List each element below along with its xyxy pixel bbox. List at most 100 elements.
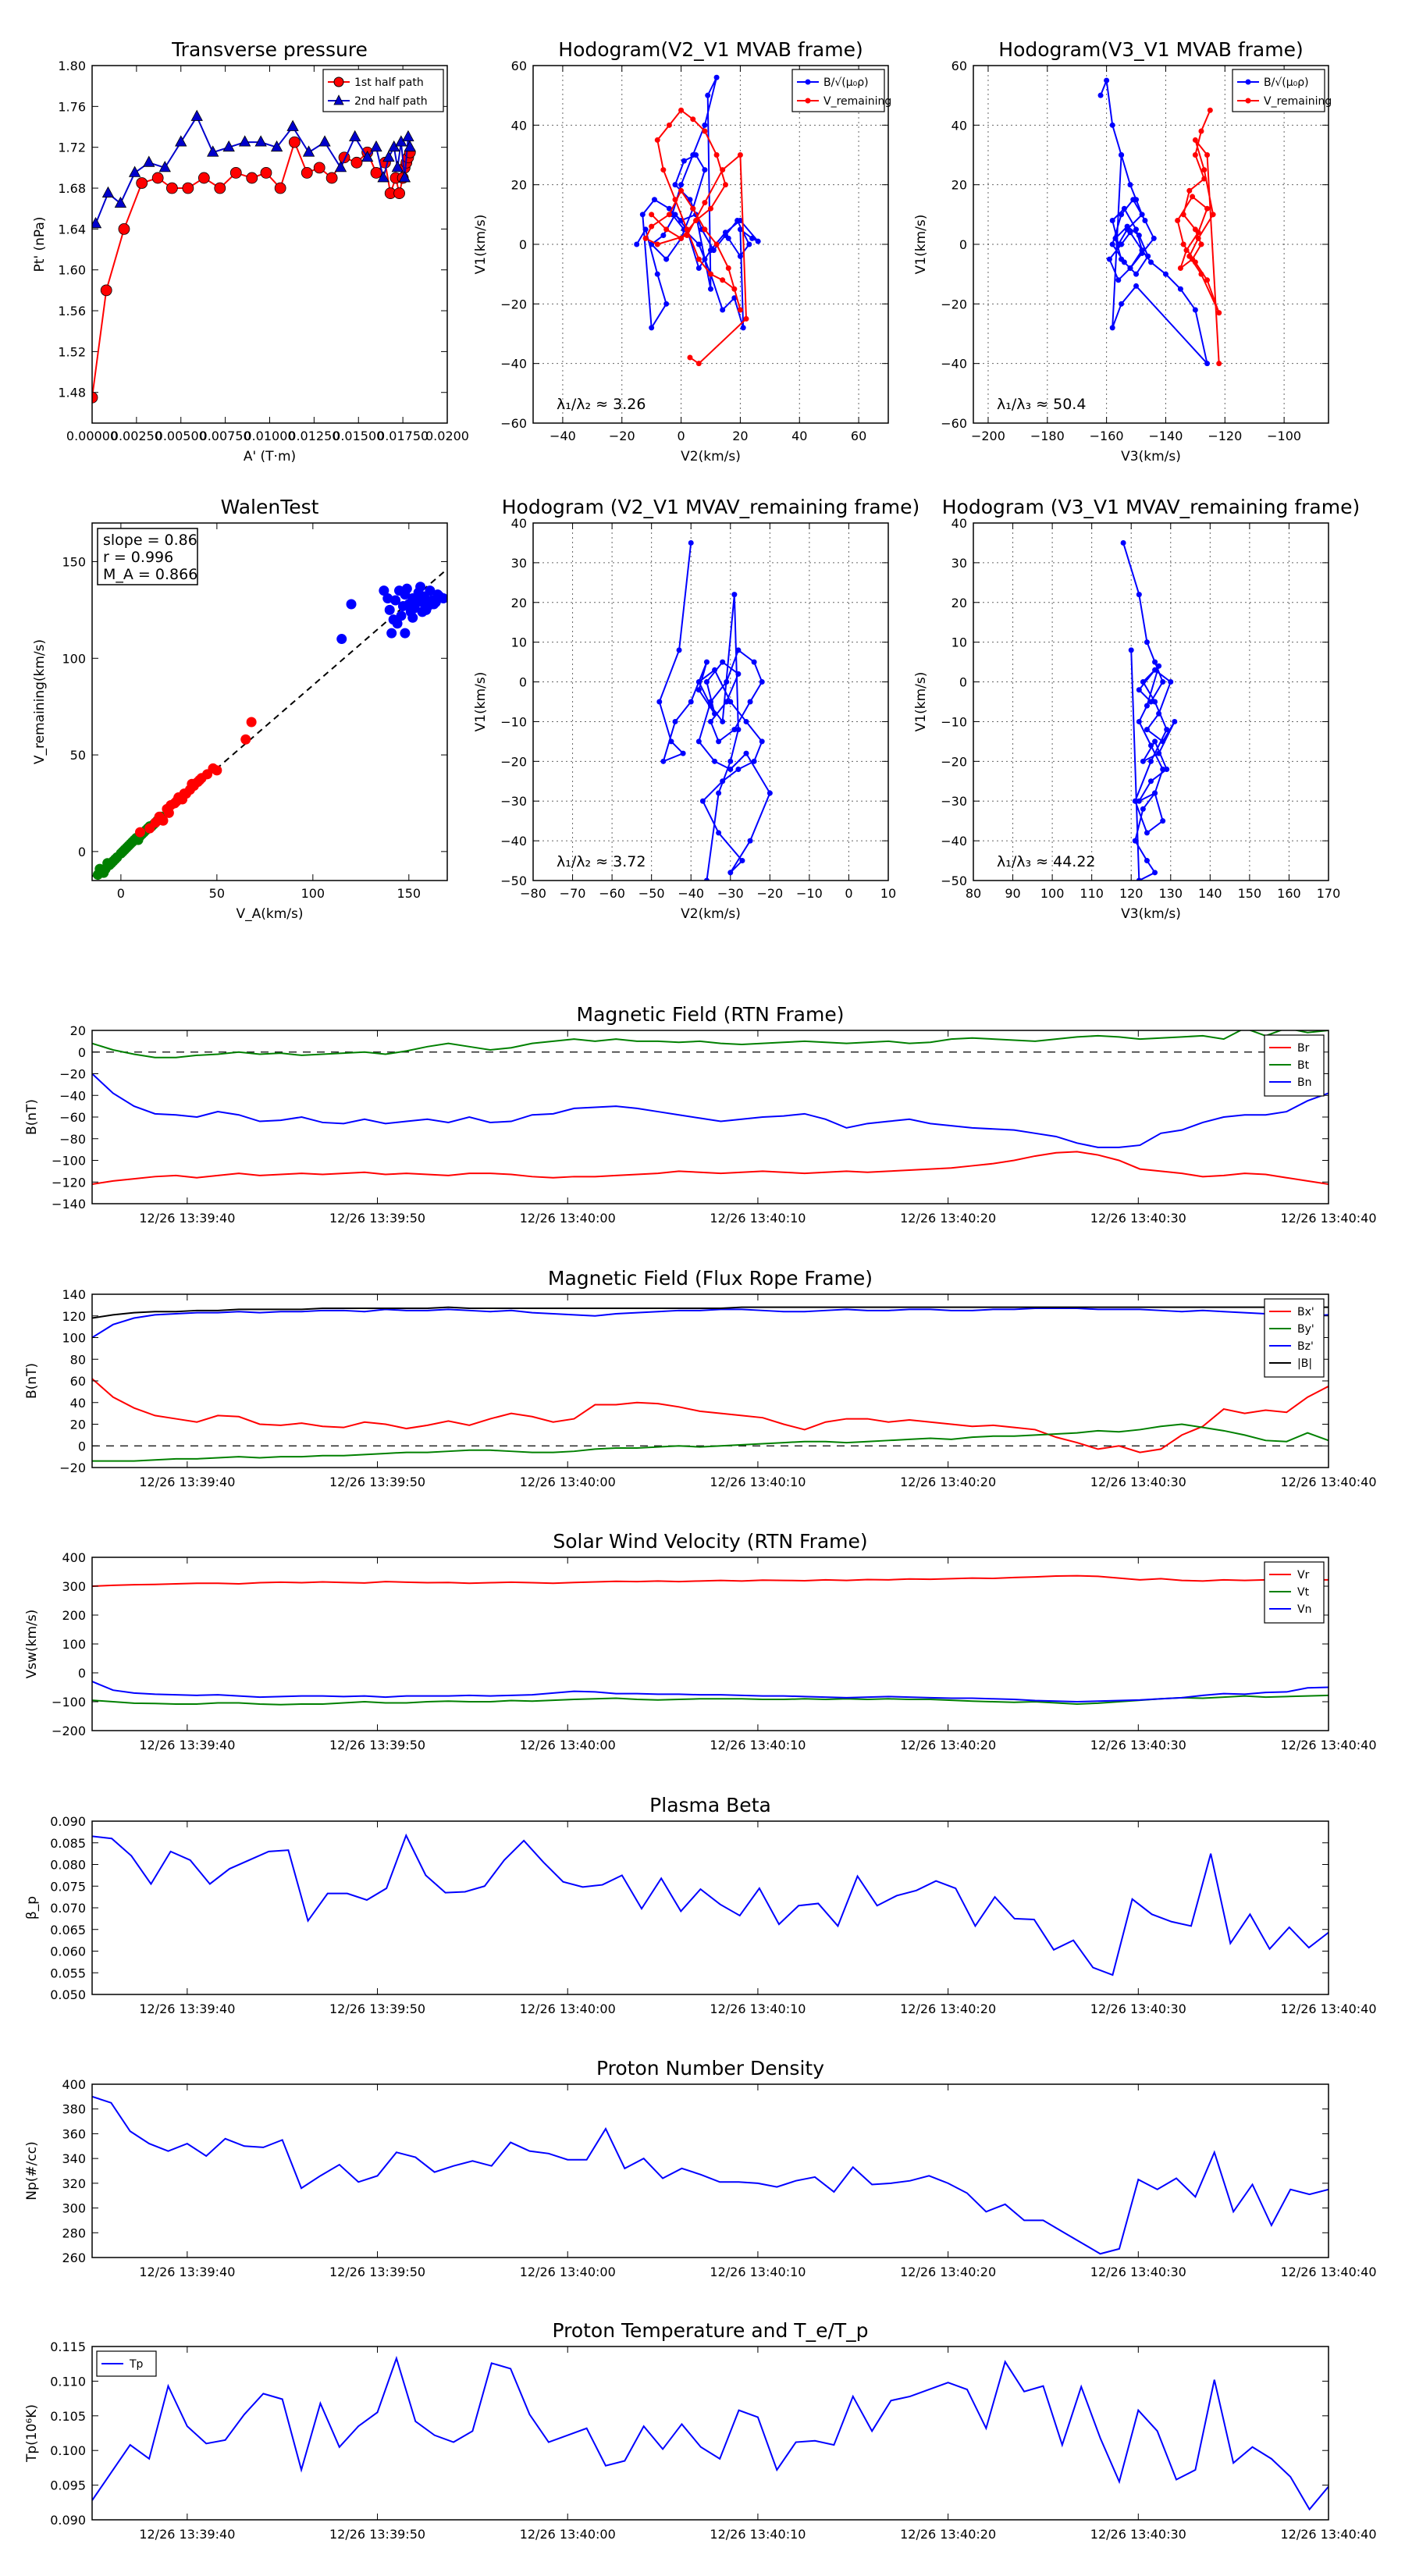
mag_rtn-legend-label: Br: [1297, 1042, 1310, 1055]
tp-legend-label: 2nd half path: [354, 95, 428, 108]
h1-point: [695, 256, 702, 262]
h3-point: [720, 659, 726, 665]
vsw-ytick-label: −100: [52, 1695, 86, 1710]
mag_rtn-xtick-label: 12/26 13:40:20: [900, 1211, 996, 1226]
tp_temp-xtick-label: 12/26 13:40:30: [1090, 2527, 1186, 2542]
vsw-xtick-label: 12/26 13:40:40: [1280, 1738, 1376, 1752]
h3-point: [695, 687, 702, 693]
vsw-series-vr: [92, 1574, 1329, 1587]
np-ytick-label: 320: [62, 2176, 86, 2191]
tp_temp-ytick-label: 0.115: [50, 2339, 86, 2354]
h4-ylabel: V1(km/s): [913, 672, 929, 732]
walen-point: [384, 604, 395, 615]
h2-point: [1204, 152, 1211, 158]
h1-point: [737, 253, 743, 259]
h1-point: [731, 286, 738, 292]
walen-xtick-label: 150: [397, 886, 422, 901]
h4-xtick-label: 170: [1317, 886, 1341, 901]
h1-point: [654, 241, 660, 247]
h4-point: [1148, 699, 1154, 705]
h2-legend-label: V_remaining: [1264, 95, 1332, 108]
h2-legend-marker: [1245, 79, 1251, 85]
tp-ytick-label: 1.68: [58, 181, 86, 196]
h1-xtick-label: 60: [851, 429, 866, 443]
tp-point: [377, 171, 389, 183]
h1-point: [649, 325, 655, 331]
h2-point: [1186, 187, 1193, 194]
h4-point: [1152, 738, 1158, 745]
tp_temp-xtick-label: 12/26 13:40:00: [520, 2527, 616, 2542]
tp-point: [118, 222, 130, 235]
h2-point: [1133, 226, 1140, 233]
h3-point: [743, 750, 749, 756]
h4-point: [1136, 592, 1142, 598]
mag_fr-legend-label: Bz': [1297, 1340, 1314, 1353]
h1-point: [735, 217, 741, 223]
h2-point: [1121, 259, 1127, 265]
h3-ytick-label: −40: [500, 834, 527, 849]
h3-point: [720, 718, 726, 724]
tp-point: [393, 187, 405, 199]
h3-ratio-annotation: λ₁/λ₂ ≈ 3.72: [557, 853, 646, 870]
h2-point: [1207, 107, 1213, 113]
vsw-legend-label: Vr: [1297, 1569, 1310, 1582]
beta-ytick-label: 0.065: [50, 1923, 86, 1937]
h1-point: [702, 122, 708, 128]
tp-point: [207, 145, 219, 157]
np-xtick-label: 12/26 13:40:00: [520, 2265, 616, 2279]
walen-ytick-label: 150: [62, 555, 86, 570]
h2-point: [1201, 176, 1208, 182]
h1-point: [672, 182, 678, 188]
h4-xtick-label: 160: [1277, 886, 1301, 901]
beta-xtick-label: 12/26 13:40:20: [900, 2001, 996, 2016]
mag_rtn-xtick-label: 12/26 13:40:00: [520, 1211, 616, 1226]
mag_fr-series-|b|: [92, 1306, 1329, 1319]
h2-ytick-label: 60: [951, 59, 967, 73]
mag_fr-ytick-label: 140: [62, 1287, 86, 1302]
h3-point: [699, 798, 706, 804]
h2-xlabel: V3(km/s): [1121, 449, 1181, 464]
h2-point: [1195, 235, 1201, 241]
h3-point: [743, 718, 749, 724]
h3-point: [739, 858, 745, 864]
tp-point: [151, 172, 164, 184]
h4-ytick-label: 0: [959, 675, 967, 690]
tp-point: [136, 177, 148, 189]
walen-point: [171, 795, 182, 806]
h1-legend-marker: [805, 79, 811, 85]
mag_fr-axes-frame: [91, 1293, 1329, 1468]
h3-point: [727, 870, 734, 876]
tp-point: [301, 166, 313, 179]
h1-ytick-label: 40: [511, 118, 527, 133]
h4-point: [1144, 703, 1150, 709]
h3-ylabel: V1(km/s): [473, 672, 489, 732]
mag_fr-xtick-label: 12/26 13:40:40: [1280, 1475, 1376, 1489]
h3-point: [727, 699, 734, 705]
h3-point: [688, 539, 694, 546]
mag_fr-xtick-label: 12/26 13:40:20: [900, 1475, 996, 1489]
walen-ylabel: V_remaining(km/s): [32, 639, 48, 764]
np-ylabel: Np(#/cc): [24, 2141, 40, 2200]
h4-xtick-label: 120: [1119, 886, 1144, 901]
tp-ytick-label: 1.64: [58, 222, 86, 237]
beta-xtick-label: 12/26 13:40:40: [1280, 2001, 1376, 2016]
h2-point: [1180, 212, 1186, 218]
h1-point: [746, 241, 752, 247]
tp_temp-xtick-label: 12/26 13:40:10: [710, 2527, 806, 2542]
h1-point: [737, 152, 743, 158]
h1-point: [702, 256, 708, 262]
h4-plot-area: [1120, 539, 1178, 881]
tp_temp-series-tp: [92, 2355, 1329, 2511]
mag_fr-legend-label: Bx': [1297, 1306, 1314, 1318]
h1-point: [663, 301, 670, 307]
h2-xtick-label: −180: [1030, 429, 1065, 443]
h3-plot-area: [656, 539, 773, 881]
vsw-xtick-label: 12/26 13:40:20: [900, 1738, 996, 1752]
h1-ytick-label: −60: [500, 416, 527, 431]
h2-xtick-label: −200: [971, 429, 1005, 443]
mag_rtn-ytick-label: −100: [52, 1154, 86, 1169]
h1-ytick-label: 20: [511, 178, 527, 193]
h1-point: [654, 271, 660, 277]
mag_fr-plot-area: [92, 1306, 1329, 1462]
mag_fr-title: Magnetic Field (Flux Rope Frame): [548, 1267, 873, 1290]
